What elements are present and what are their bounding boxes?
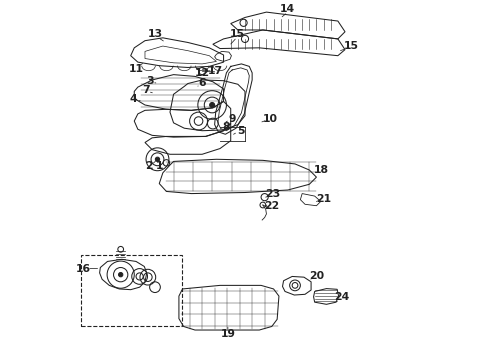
Text: 13: 13	[147, 29, 163, 39]
Text: 7: 7	[142, 85, 149, 95]
Text: 1: 1	[156, 161, 164, 171]
Circle shape	[119, 273, 123, 277]
Text: 23: 23	[265, 189, 280, 199]
Text: 9: 9	[229, 113, 236, 123]
Text: 5: 5	[237, 126, 245, 136]
Text: 4: 4	[130, 94, 137, 104]
Text: 2: 2	[146, 161, 153, 171]
Circle shape	[210, 103, 215, 108]
Text: 22: 22	[264, 201, 279, 211]
Text: 14: 14	[280, 4, 295, 14]
Text: 16: 16	[76, 264, 91, 274]
Text: 19: 19	[220, 329, 235, 339]
Text: 20: 20	[309, 271, 324, 281]
Text: 17: 17	[208, 66, 223, 76]
Text: 11: 11	[128, 64, 144, 74]
Text: 18: 18	[314, 165, 329, 175]
Text: 6: 6	[198, 78, 206, 88]
Text: 3: 3	[147, 76, 154, 86]
Bar	[81, 255, 182, 327]
Text: 21: 21	[316, 194, 331, 203]
Text: 24: 24	[335, 292, 350, 302]
Text: 12: 12	[195, 68, 210, 78]
Text: 15: 15	[230, 29, 245, 39]
Text: 15: 15	[344, 41, 359, 51]
Circle shape	[155, 157, 160, 161]
Text: 10: 10	[263, 113, 277, 123]
Text: 8: 8	[222, 122, 230, 132]
